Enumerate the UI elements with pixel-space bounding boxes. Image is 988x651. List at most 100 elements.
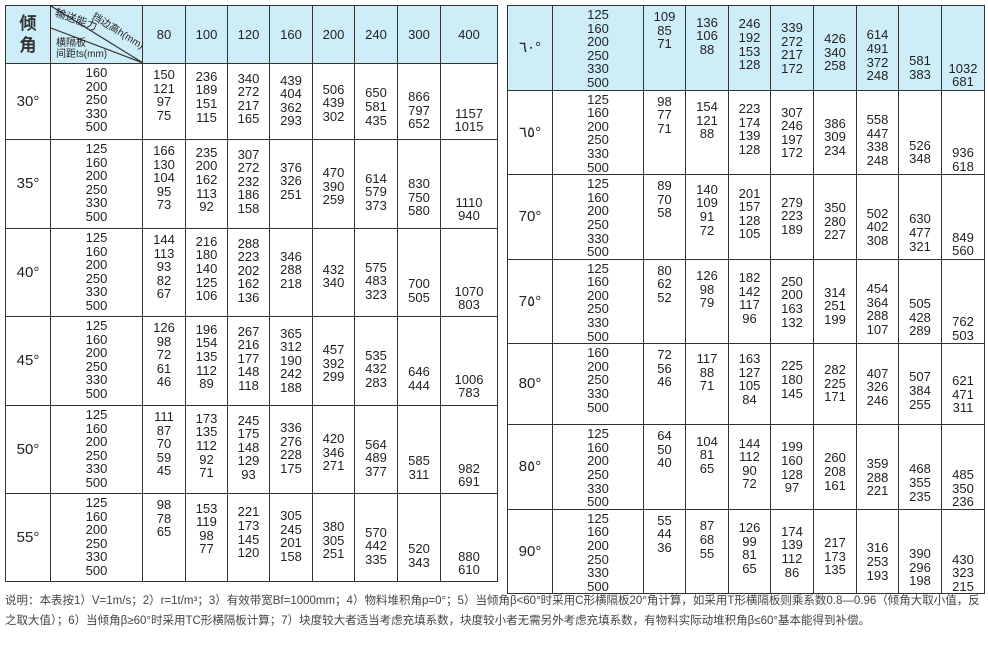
capacity-value: 128 bbox=[738, 212, 761, 228]
spacing-value: 250 bbox=[85, 358, 108, 374]
spacing-cell: 125 160 200 250 330 500 bbox=[552, 89, 644, 176]
capacity-cell: 646 444 bbox=[397, 316, 441, 406]
capacity-cell: 246 192 153 128 bbox=[728, 5, 771, 91]
capacity-value: 1157 bbox=[455, 105, 483, 121]
capacity-value: 404 bbox=[280, 86, 302, 102]
col-header: 240 bbox=[354, 5, 398, 64]
angle-cell: 80° bbox=[507, 343, 553, 426]
spacing-value: 125 bbox=[587, 91, 609, 107]
capacity-value: 618 bbox=[952, 158, 974, 174]
angle-cell: 70° bbox=[507, 174, 553, 260]
capacity-value: 72 bbox=[156, 347, 172, 363]
capacity-value: 221 bbox=[237, 504, 260, 520]
spacing-value: 125 bbox=[85, 407, 108, 422]
capacity-value: 98 bbox=[156, 333, 172, 349]
capacity-cell: 526 348 bbox=[898, 89, 942, 176]
capacity-value: 503 bbox=[952, 327, 974, 343]
capacity-cell: 340 272 217 165 bbox=[227, 63, 270, 140]
capacity-cell: 250 200 163 132 bbox=[770, 258, 814, 345]
spacing-value: 250 bbox=[587, 47, 609, 63]
capacity-value: 380 bbox=[322, 519, 345, 535]
capacity-table-right: ٦٠° 125 160 200 250 330 500 109 85 71 136 106 88 246 1… bbox=[507, 5, 985, 595]
capacity-value: 457 bbox=[322, 342, 345, 358]
capacity-value: 402 bbox=[866, 219, 889, 235]
capacity-value: 154 bbox=[696, 99, 718, 115]
spacing-value: 200 bbox=[587, 358, 609, 374]
spacing-value: 500 bbox=[85, 562, 108, 578]
capacity-cell: 236 189 151 115 bbox=[185, 63, 228, 140]
capacity-value: 621 bbox=[952, 373, 974, 389]
spacing-value: 330 bbox=[85, 284, 108, 300]
capacity-value: 1006 bbox=[454, 371, 484, 387]
spacing-value: 330 bbox=[587, 565, 609, 581]
table-row: 7٥° 125 160 200 250 330 500 80 62 52 126 98 79 182 142… bbox=[507, 258, 985, 345]
capacity-value: 104 bbox=[696, 433, 718, 449]
capacity-cell: 936 618 bbox=[941, 89, 985, 176]
capacity-cell: 55 44 36 bbox=[643, 508, 686, 595]
capacity-value: 106 bbox=[195, 288, 218, 304]
capacity-cell: 80 62 52 bbox=[643, 258, 686, 345]
capacity-value: 70 bbox=[156, 436, 172, 452]
spacing-value: 250 bbox=[85, 181, 108, 197]
capacity-value: 87 bbox=[156, 422, 172, 438]
capacity-value: 121 bbox=[153, 80, 175, 96]
capacity-value: 186 bbox=[237, 187, 260, 203]
capacity-value: 180 bbox=[781, 371, 803, 387]
capacity-value: 234 bbox=[824, 142, 846, 158]
capacity-cell: 87 68 55 bbox=[685, 508, 729, 595]
capacity-value: 128 bbox=[781, 466, 803, 482]
capacity-value: 148 bbox=[237, 364, 260, 380]
capacity-value: 136 bbox=[237, 290, 260, 306]
capacity-cell: 420 346 271 bbox=[312, 405, 355, 494]
capacity-value: 68 bbox=[699, 531, 715, 547]
capacity-cell: 880 610 bbox=[440, 493, 498, 582]
capacity-value: 82 bbox=[156, 272, 172, 288]
capacity-value: 377 bbox=[365, 463, 387, 479]
spacing-value: 500 bbox=[85, 474, 108, 490]
capacity-value: 783 bbox=[458, 385, 480, 401]
capacity-value: 390 bbox=[322, 178, 345, 194]
capacity-value: 136 bbox=[696, 14, 718, 30]
capacity-value: 250 bbox=[781, 273, 803, 289]
capacity-cell: 126 98 72 61 46 bbox=[142, 316, 186, 406]
capacity-value: 289 bbox=[909, 323, 931, 339]
table-row: 8٥° 125 160 200 250 330 500 64 50 40 104 81 65 144 112… bbox=[507, 424, 985, 510]
capacity-value: 293 bbox=[280, 113, 302, 129]
spacing-value: 125 bbox=[587, 176, 609, 192]
capacity-value: 112 bbox=[196, 438, 217, 454]
capacity-cell: 150 121 97 75 bbox=[142, 63, 186, 140]
capacity-value: 135 bbox=[195, 349, 218, 365]
spacing-value: 200 bbox=[587, 287, 609, 303]
capacity-value: 44 bbox=[657, 526, 672, 542]
capacity-value: 104 bbox=[153, 170, 175, 186]
spacing-cell: 125 160 200 250 330 500 bbox=[552, 258, 644, 345]
capacity-value: 248 bbox=[866, 152, 889, 168]
capacity-value: 93 bbox=[241, 467, 256, 483]
capacity-value: 830 bbox=[408, 176, 430, 192]
capacity-value: 144 bbox=[153, 232, 175, 247]
capacity-value: 982 bbox=[458, 460, 480, 476]
capacity-value: 309 bbox=[824, 129, 846, 145]
capacity-value: 1032 bbox=[948, 60, 978, 76]
spacing-value: 125 bbox=[587, 510, 609, 526]
capacity-value: 79 bbox=[699, 295, 715, 311]
capacity-value: 700 bbox=[408, 276, 430, 292]
capacity-value: 312 bbox=[280, 339, 302, 355]
capacity-cell: 223 174 139 128 bbox=[728, 89, 771, 176]
capacity-value: 430 bbox=[952, 551, 974, 567]
capacity-cell: 439 404 362 293 bbox=[269, 63, 313, 140]
capacity-value: 681 bbox=[952, 74, 974, 90]
capacity-value: 215 bbox=[952, 578, 974, 594]
col-header: 100 bbox=[185, 5, 228, 64]
capacity-value: 78 bbox=[156, 510, 172, 526]
capacity-value: 160 bbox=[781, 452, 803, 468]
capacity-value: 81 bbox=[742, 547, 757, 563]
capacity-value: 154 bbox=[195, 335, 218, 351]
capacity-value: 117 bbox=[739, 297, 760, 313]
capacity-value: 59 bbox=[156, 449, 172, 465]
spacing-value: 200 bbox=[587, 118, 609, 134]
capacity-cell: 506 439 302 bbox=[312, 63, 355, 140]
capacity-value: 343 bbox=[408, 554, 430, 570]
capacity-value: 535 bbox=[365, 347, 387, 363]
spacing-label-1: 横隔板 bbox=[56, 38, 86, 49]
